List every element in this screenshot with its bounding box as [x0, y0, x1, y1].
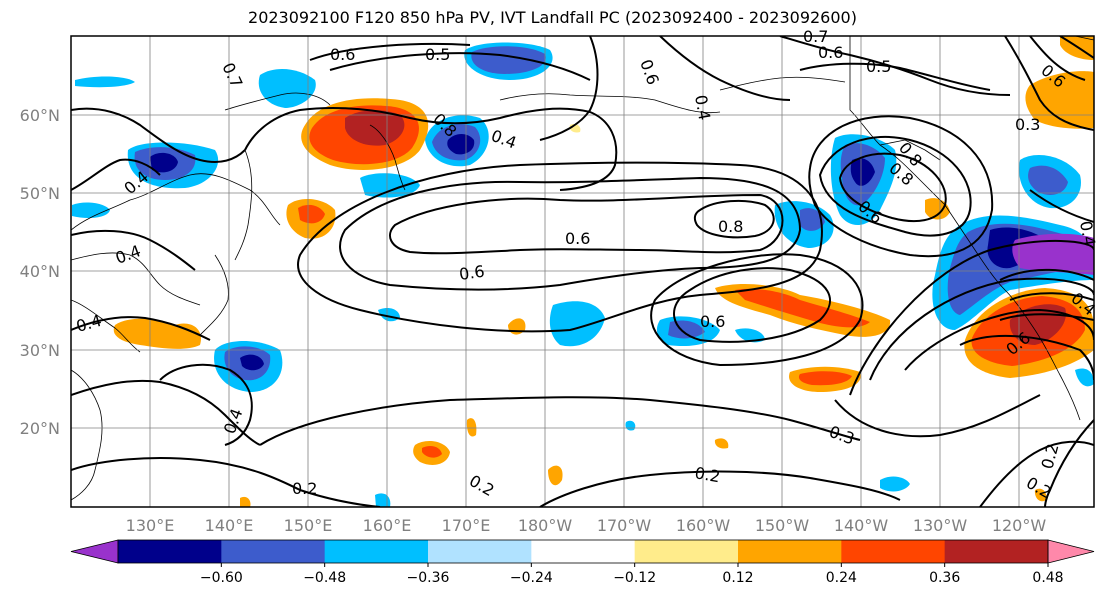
- colorbar-label: 0.36: [929, 570, 960, 586]
- map-title: 2023092100 F120 850 hPa PV, IVT Landfall…: [248, 8, 857, 27]
- lon-tick: 170°E: [442, 516, 491, 535]
- contour-label: 0.2: [693, 463, 721, 486]
- map-panel: [71, 36, 1094, 507]
- colorbar-label: 0.48: [1032, 570, 1063, 586]
- lat-tick: 20°N: [20, 419, 60, 438]
- map-frame: [70, 35, 1095, 508]
- contour-label: 0.5: [425, 45, 450, 64]
- lon-tick: 140°E: [205, 516, 254, 535]
- contour-label: 0.2: [292, 479, 317, 498]
- colorbar-bin: [944, 540, 1049, 563]
- contour-label: 0.8: [718, 217, 743, 236]
- colorbar-bin: [428, 540, 532, 563]
- colorbar-label: −0.24: [510, 570, 553, 586]
- pv-contours: [71, 36, 1094, 507]
- lat-tick: 60°N: [20, 106, 60, 125]
- contour-label: 0.3: [1015, 115, 1040, 134]
- contour-label: 0.6: [818, 43, 843, 62]
- colorbar-extend-low: [70, 539, 119, 564]
- lon-tick: 170°W: [597, 516, 652, 535]
- lon-tick: 180°W: [518, 516, 573, 535]
- colorbar-label: −0.48: [303, 570, 346, 586]
- lat-tick: 30°N: [20, 341, 60, 360]
- coastline-layer: [71, 36, 1094, 501]
- contour-label: 0.5: [866, 57, 891, 76]
- lon-tick: 130°W: [913, 516, 968, 535]
- contour-label: 0.6: [700, 312, 725, 331]
- colorbar-bin: [118, 540, 222, 563]
- lon-tick: 160°W: [676, 516, 731, 535]
- colorbar-bin: [221, 540, 326, 563]
- contour-labels: 0.7 0.6 0.5 0.7 0.6 0.5 0.6 0.8 0.4 0.4 …: [74, 27, 1099, 502]
- lat-tick: 50°N: [20, 184, 60, 203]
- lat-tick: 40°N: [20, 262, 60, 281]
- colorbar: −0.60 −0.48 −0.36 −0.24 −0.12 0.12 0.24 0.36 0.4…: [70, 539, 1095, 586]
- contour-label: 0.6: [458, 262, 486, 284]
- colorbar-label: 0.24: [826, 570, 857, 586]
- colorbar-bin: [324, 540, 429, 563]
- lon-tick: 120°W: [992, 516, 1047, 535]
- contour-label: 0.6: [330, 45, 355, 64]
- colorbar-bin: [841, 540, 946, 563]
- colorbar-label: −0.12: [613, 570, 656, 586]
- shading-layer: [72, 36, 1094, 507]
- longitude-ticks: 130°E 140°E 150°E 160°E 170°E 180°W 170°…: [126, 516, 1047, 535]
- colorbar-extend-high: [1047, 539, 1095, 564]
- lon-tick: 150°W: [755, 516, 810, 535]
- lon-tick: 160°E: [363, 516, 412, 535]
- colorbar-bin: [634, 540, 739, 563]
- colorbar-bin: [738, 540, 842, 563]
- lon-tick: 130°E: [126, 516, 175, 535]
- contour-label: 0.6: [565, 229, 590, 248]
- lon-tick: 150°E: [284, 516, 333, 535]
- colorbar-outline: [117, 539, 1049, 564]
- colorbar-label: −0.60: [200, 570, 243, 586]
- contour-label: 0.4: [691, 93, 714, 121]
- colorbar-label: 0.12: [722, 570, 753, 586]
- latitude-ticks: 60°N 50°N 40°N 30°N 20°N: [20, 106, 60, 438]
- colorbar-label: −0.36: [407, 570, 450, 586]
- colorbar-bin: [531, 540, 636, 563]
- gridlines: [71, 36, 1094, 507]
- lon-tick: 140°W: [834, 516, 889, 535]
